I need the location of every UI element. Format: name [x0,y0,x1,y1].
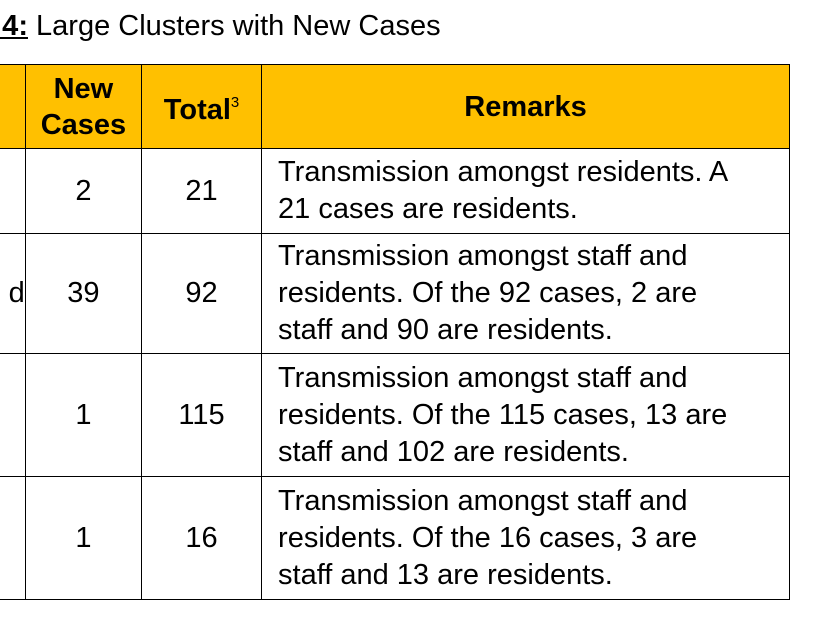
header-total: Total3 [141,64,263,149]
remarks-line: 21 cases are residents. [278,193,578,225]
table-row: 2 21 Transmission amongst residents. A 2… [0,148,790,234]
header-new-cases-line2: Cases [40,108,127,141]
total-cell: 92 [141,233,263,354]
cluster-name-cell [0,353,26,477]
remarks-cell: Transmission amongst residents. A 21 cas… [261,148,790,234]
remarks-line: residents. Of the 115 cases, 13 are [278,398,728,431]
header-new-cases: New Cases [24,64,143,149]
remarks-line: staff and 13 are residents. [278,558,613,591]
table-row: 1 115 Transmission amongst staff and res… [0,353,790,477]
total-cell: 21 [141,148,263,234]
remarks-cell: Transmission amongst staff and residents… [261,233,790,354]
cluster-name-cell [0,148,26,234]
remarks-line: residents. Of the 92 cases, 2 are [278,277,698,309]
table-row: 1 16 Transmission amongst staff and resi… [0,476,790,600]
remarks-line: residents. Of the 16 cases, 3 are [278,521,698,554]
header-remarks-label: Remarks [464,90,587,123]
cluster-name-cell: d [0,233,26,354]
header-row: New Cases Total3 Remarks [0,64,790,149]
new-cases-cell: 2 [24,148,143,234]
header-cluster [0,64,26,149]
new-cases-cell: 1 [24,353,143,477]
cluster-name-cell [0,476,26,600]
remarks-cell: Transmission amongst staff and residents… [261,353,790,477]
caption-text: Large Clusters with New Cases [27,10,441,42]
header-total-label: Total [163,94,231,126]
header-new-cases-line1: New [53,72,114,105]
total-cell: 115 [141,353,263,477]
remarks-cell: Transmission amongst staff and residents… [261,476,790,600]
remarks-line: staff and 102 are residents. [278,435,629,468]
remarks-line: Transmission amongst staff and [278,240,688,272]
caption-label: e 4: [0,10,28,42]
new-cases-cell: 39 [24,233,143,354]
remarks-line: Transmission amongst staff and [278,361,688,394]
new-cases-cell: 1 [24,476,143,600]
table-caption: e 4: Large Clusters with New Cases [0,8,441,44]
total-cell: 16 [141,476,263,600]
remarks-line: Transmission amongst residents. A [278,156,729,188]
remarks-line: Transmission amongst staff and [278,484,688,517]
table-row: d 39 92 Transmission amongst staff and r… [0,233,790,354]
header-total-footnote: 3 [230,94,240,111]
header-remarks: Remarks [261,64,790,149]
remarks-line: staff and 90 are residents. [278,314,613,346]
clusters-table: New Cases Total3 Remarks 2 21 Transmissi… [0,64,790,600]
